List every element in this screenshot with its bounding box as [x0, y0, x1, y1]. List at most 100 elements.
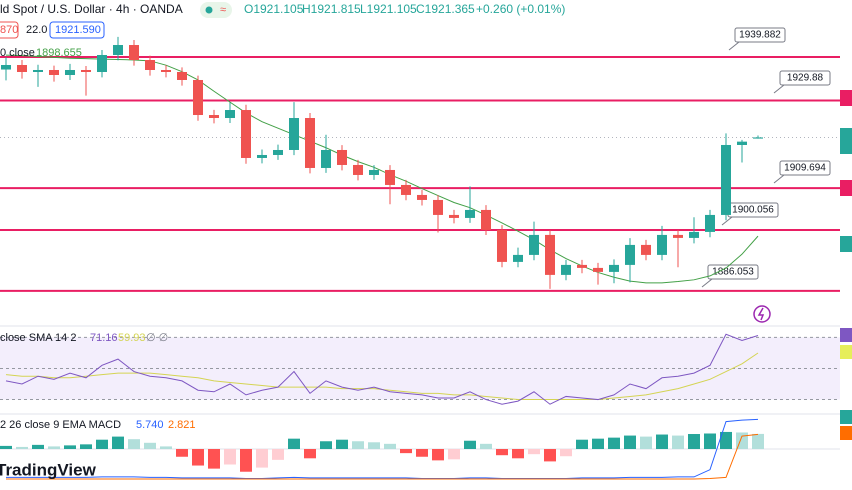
buy-button[interactable]: [49, 21, 105, 39]
histogram-bar: [368, 442, 380, 449]
status-dot: [205, 6, 213, 14]
histogram-bar: [240, 449, 252, 472]
candle-body: [353, 164, 363, 175]
callout-pointer: [728, 41, 740, 51]
candle-body: [193, 79, 203, 116]
histogram-bar: [192, 449, 204, 466]
histogram-bar: [576, 439, 588, 449]
candle-body: [113, 45, 123, 56]
candle-body: [433, 199, 443, 215]
macd-value: 5.740: [136, 419, 164, 431]
level-label: 1886.053: [712, 267, 754, 278]
callout-pointer: [773, 174, 785, 184]
candle-body: [289, 118, 299, 150]
candle-body: [609, 264, 619, 272]
histogram-bar: [464, 440, 476, 449]
histogram-bar: [256, 449, 268, 468]
histogram-bar: [272, 449, 284, 460]
sell-button[interactable]: [0, 21, 19, 39]
candle-body: [97, 55, 107, 72]
candle-body: [561, 264, 571, 275]
histogram-bar: [400, 449, 412, 454]
candle-body: [337, 149, 347, 165]
candle-body: [81, 69, 91, 72]
candle-body: [513, 254, 523, 262]
candle-body: [385, 169, 395, 185]
histogram-bar: [544, 449, 556, 462]
price-change: +0.260 (+0.01%): [476, 2, 565, 16]
candle-body: [177, 71, 187, 80]
indicator-tag: [840, 328, 852, 342]
histogram-bar: [320, 441, 332, 449]
histogram-bar: [288, 438, 300, 449]
price-tag: [840, 236, 852, 252]
level-label: 1939.882: [739, 30, 781, 41]
candle-body: [417, 194, 427, 200]
histogram-bar: [688, 434, 700, 449]
status-pill[interactable]: [200, 2, 232, 18]
indicator-tag: [840, 426, 852, 440]
histogram-bar: [672, 435, 684, 449]
histogram-bar: [624, 435, 636, 449]
histogram-bar: [720, 431, 732, 449]
histogram-bar: [224, 449, 236, 465]
histogram-bar: [416, 449, 428, 457]
ohlc-low: L1921.105: [360, 2, 417, 16]
histogram-bar: [592, 438, 604, 449]
callout-pointer: [701, 278, 713, 288]
candle-body: [241, 110, 251, 158]
histogram-bar: [336, 439, 348, 449]
candle-body: [721, 144, 731, 215]
ma-legend-value: 1898.655: [36, 47, 82, 59]
histogram-bar: [352, 441, 364, 449]
signal-value: 2.821: [168, 419, 196, 431]
macd-line: [6, 418, 759, 479]
histogram-bar: [752, 433, 764, 449]
candle-body: [625, 244, 635, 265]
candle-body: [737, 141, 747, 145]
alert-icon[interactable]: [753, 305, 771, 323]
histogram-bar: [144, 442, 156, 449]
candle-body: [401, 184, 411, 195]
histogram-bar: [448, 449, 460, 460]
logo: TradingView: [0, 460, 97, 479]
candle-body: [145, 60, 155, 70]
rsi-value: 71.16: [90, 332, 118, 344]
histogram-bar: [80, 444, 92, 449]
rsi-title: close SMA 14 2: [0, 332, 76, 344]
ohlc-high: H1921.815: [302, 2, 361, 16]
candle-body: [209, 115, 219, 119]
histogram-bar: [656, 434, 668, 449]
callout-box: [707, 264, 759, 280]
histogram-bar: [208, 449, 220, 469]
candle-body: [225, 110, 235, 119]
histogram-bar: [16, 446, 28, 449]
candle-body: [657, 234, 667, 255]
histogram-bar: [64, 445, 76, 449]
spread: 22.0: [26, 24, 47, 36]
candle-body: [641, 244, 651, 255]
candle-body: [497, 229, 507, 262]
candle-body: [321, 149, 331, 168]
candle-body: [49, 69, 59, 75]
level-label: 1929.88: [787, 73, 824, 84]
rsi-line: [5, 333, 759, 405]
histogram-bar: [640, 436, 652, 449]
candle-body: [1, 65, 11, 70]
price-tag: [840, 180, 852, 196]
histogram-bar: [480, 443, 492, 449]
histogram-bar: [128, 439, 140, 449]
histogram-bar: [528, 449, 540, 455]
ohlc-open: O1921.105: [244, 2, 304, 16]
macd-line: [6, 433, 759, 480]
histogram-bar: [384, 443, 396, 449]
histogram-bar: [48, 446, 60, 449]
candle-body: [33, 69, 43, 72]
candle-body: [65, 69, 75, 75]
histogram-bar: [176, 449, 188, 457]
rsi-sma-value: 59.93: [118, 332, 146, 344]
candle-body: [129, 45, 139, 61]
callout-box: [779, 70, 831, 86]
